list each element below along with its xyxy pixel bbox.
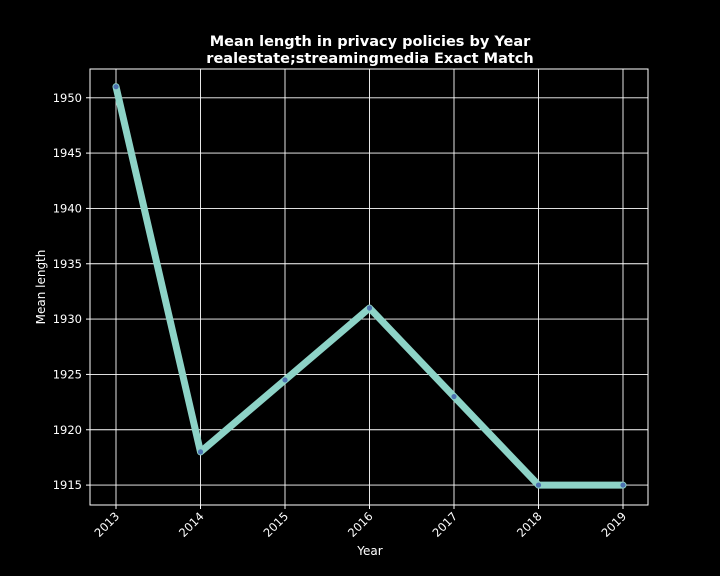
data-point [366,305,373,311]
chart-subtitle: realestate;streamingmedia Exact Match [206,51,533,67]
x-tick-label: 2019 [599,509,630,540]
data-point [620,482,626,488]
y-tick-label: 1930 [53,312,82,326]
chart-title: Mean length in privacy policies by Year [210,34,531,50]
x-tick-label: 2018 [514,509,545,540]
x-axis: 2013 2014 2015 2016 2017 2018 2019 [92,505,630,540]
grid [90,69,648,505]
x-axis-label: Year [356,544,382,558]
x-tick-label: 2016 [345,509,376,540]
plot-frame [89,68,649,506]
x-tick-label: 2014 [176,509,207,540]
x-tick-label: 2013 [92,509,123,540]
y-tick-label: 1935 [53,257,82,271]
y-tick-label: 1915 [53,478,82,492]
data-point [197,449,204,455]
y-tick-label: 1925 [53,367,82,381]
y-axis: 1915 1920 1925 1930 1935 1940 1945 1950 [53,91,90,492]
y-axis-label: Mean length [34,250,48,325]
data-point [451,393,457,400]
series-layer [112,83,627,489]
y-tick-label: 1950 [53,91,82,105]
data-point [535,482,542,488]
y-tick-label: 1920 [53,423,82,437]
x-tick-label: 2015 [261,509,292,540]
x-tick-label: 2017 [430,509,461,540]
data-point [282,377,288,383]
data-point [113,84,119,90]
y-tick-label: 1945 [53,146,82,160]
y-tick-label: 1940 [53,201,82,215]
